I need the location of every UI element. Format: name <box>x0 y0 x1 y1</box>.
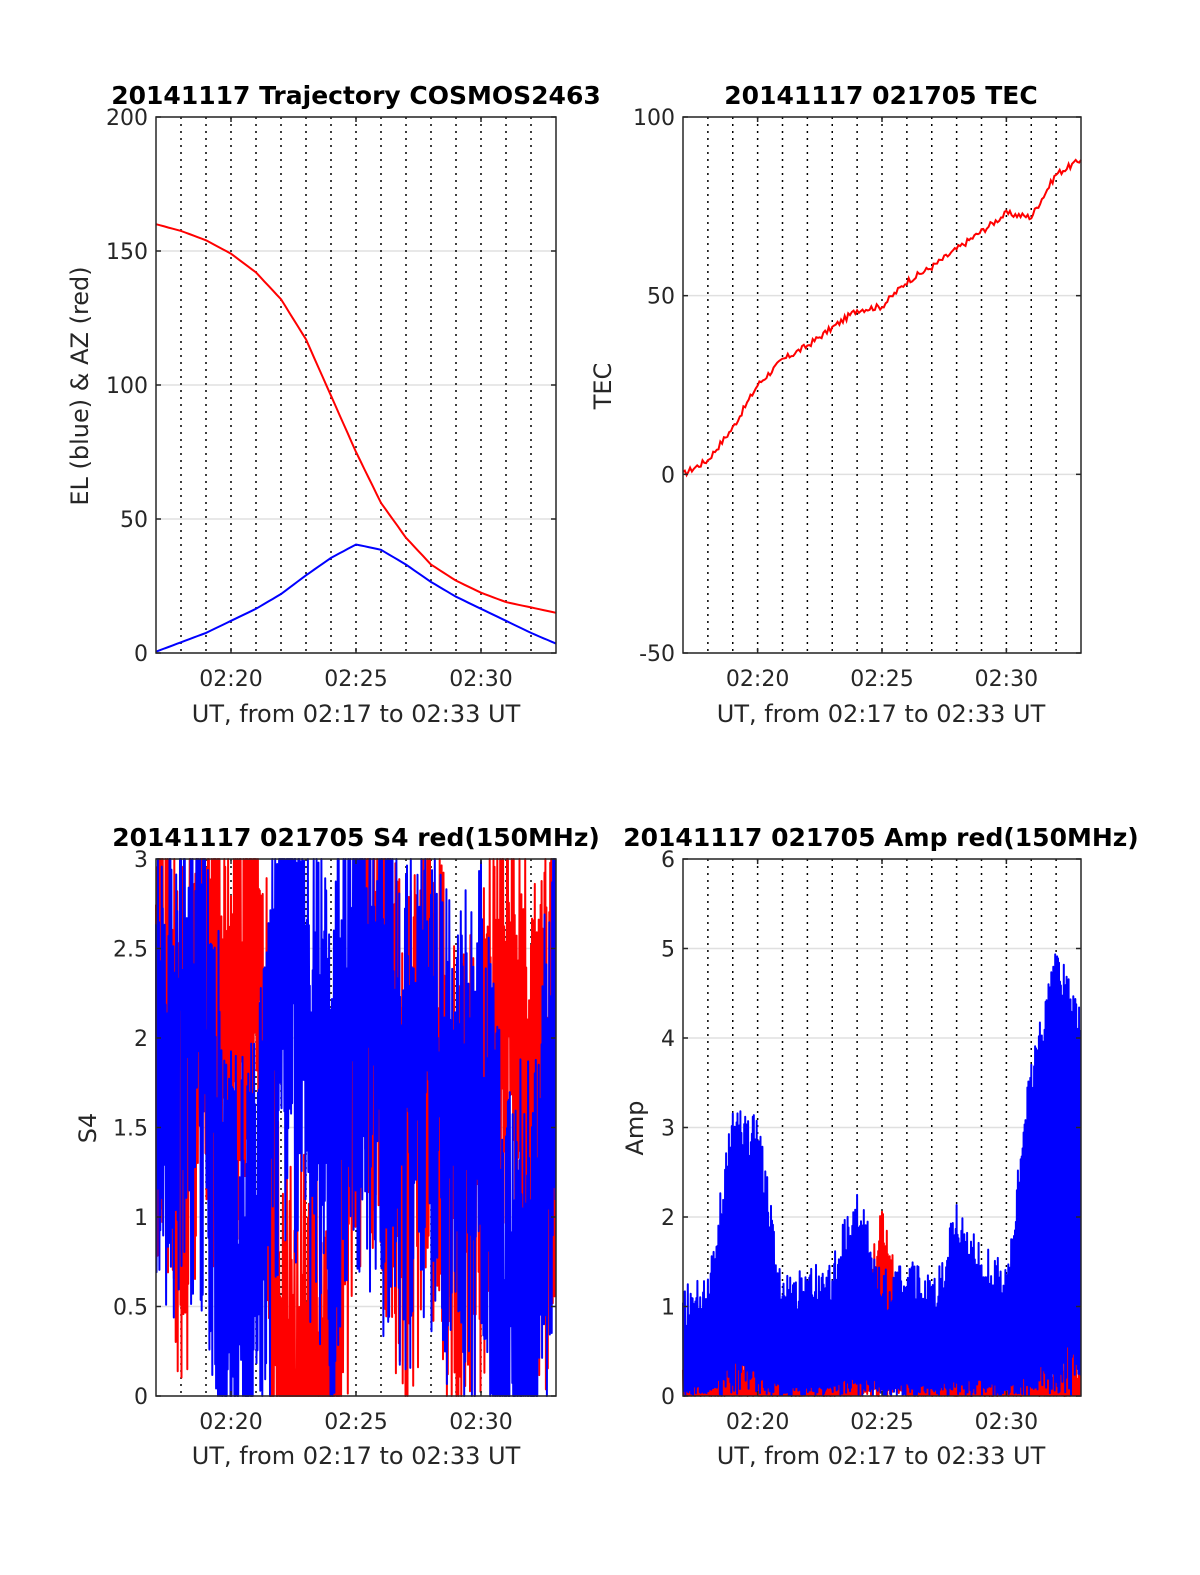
plot-area-s4: 0 0.5 1 1.5 2 2.5 3 02:20 02:25 02:30 <box>113 848 557 1435</box>
series-line <box>682 953 1082 1397</box>
x-axis-label: UT, from 02:17 to 02:33 UT <box>717 1442 1046 1470</box>
series-line <box>682 158 1082 478</box>
panel-tec: 20141117 021705 TEC -50 0 50 100 02:20 02:25 0… <box>589 81 1082 728</box>
y-tick-label: 5 <box>661 938 675 963</box>
x-tick-label: 02:25 <box>324 1410 387 1435</box>
plot-area-tec: -50 0 50 100 02:20 02:25 02:30 <box>633 106 1082 692</box>
x-tick-label: 02:25 <box>324 667 387 692</box>
x-tick-label: 02:30 <box>449 667 512 692</box>
y-tick-label: 0 <box>661 463 675 488</box>
chart-title: 20141117 021705 S4 red(150MHz) <box>112 823 600 852</box>
series-line <box>155 858 557 1397</box>
y-axis-label: Amp <box>621 1100 649 1155</box>
series-line <box>155 543 557 653</box>
chart-title: 20141117 Trajectory COSMOS2463 <box>111 81 601 110</box>
plot-area-trajectory: 0 50 100 150 200 02:20 02:25 02:30 <box>106 106 557 692</box>
y-axis-label: EL (blue) & AZ (red) <box>66 266 94 505</box>
y-tick-label: 50 <box>647 285 675 310</box>
chart-title: 20141117 021705 Amp red(150MHz) <box>623 823 1139 852</box>
y-tick-label: 50 <box>120 508 148 533</box>
y-tick-label: -50 <box>639 642 675 667</box>
y-tick-label: 100 <box>106 374 148 399</box>
y-tick-label: 0 <box>661 1385 675 1410</box>
chart-title: 20141117 021705 TEC <box>724 81 1037 110</box>
x-tick-label: 02:30 <box>975 1410 1038 1435</box>
y-axis-label: S4 <box>74 1113 102 1144</box>
plot-area-amp: 0 1 2 3 4 5 6 02:20 02:25 02:30 <box>661 848 1082 1435</box>
y-axis-label: TEC <box>589 363 617 411</box>
y-tick-label: 0 <box>134 642 148 667</box>
y-tick-label: 0 <box>134 1385 148 1410</box>
y-tick-label: 1.5 <box>113 1117 148 1142</box>
y-tick-label: 150 <box>106 240 148 265</box>
series-line <box>155 223 557 614</box>
x-axis-label: UT, from 02:17 to 02:33 UT <box>717 700 1046 728</box>
y-tick-label: 2.5 <box>113 938 148 963</box>
y-tick-label: 2 <box>661 1206 675 1231</box>
y-tick-label: 200 <box>106 106 148 131</box>
panel-trajectory: 20141117 Trajectory COSMOS2463 0 50 100 150… <box>66 81 601 728</box>
x-tick-label: 02:30 <box>449 1410 512 1435</box>
x-tick-label: 02:20 <box>726 667 789 692</box>
x-tick-label: 02:20 <box>199 1410 262 1435</box>
y-tick-label: 3 <box>134 848 148 873</box>
y-tick-label: 1 <box>134 1206 148 1231</box>
y-tick-label: 4 <box>661 1027 675 1052</box>
x-tick-label: 02:20 <box>726 1410 789 1435</box>
x-axis-label: UT, from 02:17 to 02:33 UT <box>192 1442 521 1470</box>
y-tick-label: 2 <box>134 1027 148 1052</box>
x-axis-label: UT, from 02:17 to 02:33 UT <box>192 700 521 728</box>
x-tick-label: 02:20 <box>199 667 262 692</box>
y-tick-label: 1 <box>661 1296 675 1321</box>
panel-amp: 0 1 2 3 4 5 6 02:20 02:25 02:30 20141117 021705 A… <box>621 823 1139 1470</box>
panel-s4: 0 0.5 1 1.5 2 2.5 3 02:20 02:25 02:30 20141117 02… <box>74 823 600 1470</box>
y-tick-label: 3 <box>661 1117 675 1142</box>
y-tick-label: 100 <box>633 106 675 131</box>
x-tick-label: 02:25 <box>850 667 913 692</box>
x-tick-label: 02:25 <box>850 1410 913 1435</box>
x-tick-label: 02:30 <box>975 667 1038 692</box>
y-tick-label: 6 <box>661 848 675 873</box>
y-tick-label: 0.5 <box>113 1296 148 1321</box>
